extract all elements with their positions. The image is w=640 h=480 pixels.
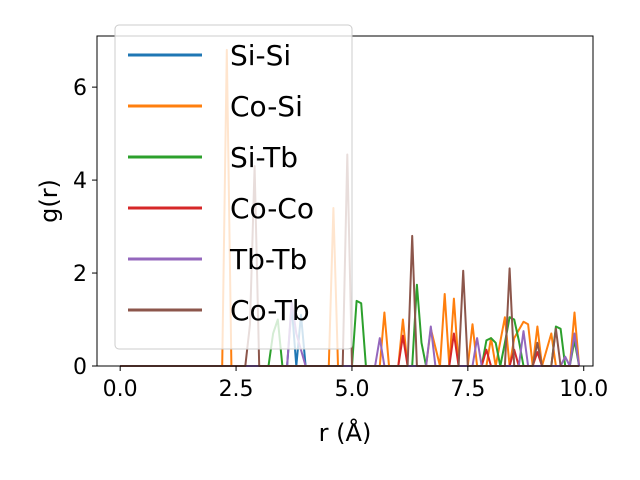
y-tick-label: 4: [73, 169, 87, 194]
y-axis-label: g(r): [35, 179, 63, 223]
legend-label-si-si: Si-Si: [230, 39, 291, 72]
legend: Si-Si Co-Si Si-Tb Co-Co Tb-Tb Co-Tb: [114, 24, 353, 350]
legend-label-tb-tb: Tb-Tb: [229, 243, 307, 276]
y-tick-label: 0: [73, 355, 87, 380]
legend-label-co-tb: Co-Tb: [230, 294, 310, 327]
legend-label-co-co: Co-Co: [230, 192, 314, 225]
legend-label-si-tb: Si-Tb: [230, 141, 298, 174]
x-axis-label: r (Å): [319, 418, 372, 447]
legend-entries: Si-Si Co-Si Si-Tb Co-Co Tb-Tb Co-Tb: [128, 39, 314, 327]
y-tick-label: 2: [73, 262, 87, 287]
x-tick-label: 2.5: [219, 377, 254, 402]
x-tick-label: 10.0: [559, 377, 608, 402]
x-tick-label: 0.0: [103, 377, 138, 402]
x-axis: 0.0 2.5 5.0 7.5 10.0: [103, 366, 608, 402]
x-tick-label: 7.5: [450, 377, 485, 402]
y-tick-label: 6: [73, 76, 87, 101]
legend-label-co-si: Co-Si: [230, 90, 303, 123]
x-tick-label: 5.0: [334, 377, 369, 402]
y-axis: 0 2 4 6: [73, 76, 97, 380]
